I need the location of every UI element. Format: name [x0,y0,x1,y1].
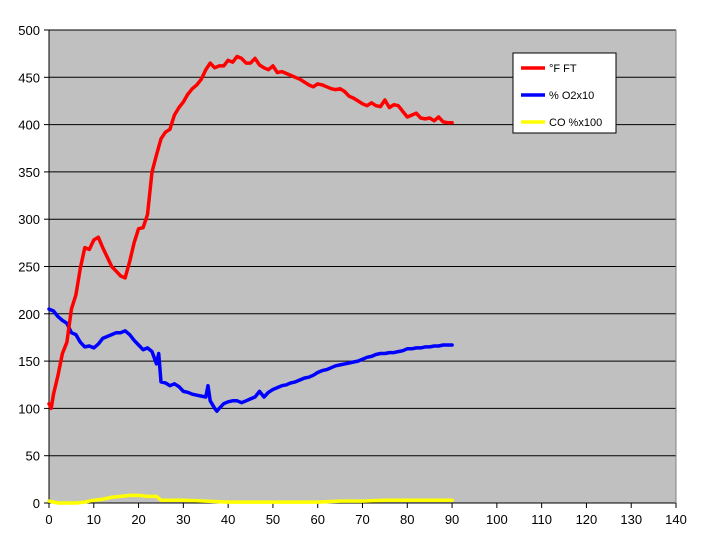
x-tick-label: 130 [620,512,642,527]
y-axis-tick-labels: 0 50 100 150 200 250 300 350 400 450 500 [18,23,40,511]
x-tick-label: 110 [531,512,552,527]
y-tick-label: 50 [26,449,40,464]
series-lines [47,54,454,505]
series-line-0 [47,54,454,411]
series-line-2 [47,493,454,505]
y-tick-label: 0 [33,496,40,511]
x-tick-label: 80 [400,512,414,527]
legend-label: °F FT [549,63,577,75]
x-tick-label: 70 [355,512,369,527]
y-tick-label: 150 [18,354,40,369]
y-tick-label: 350 [18,165,40,180]
x-tick-label: 30 [176,512,190,527]
x-tick-label: 50 [266,512,280,527]
y-tick-label: 100 [18,401,40,416]
legend-label: % O2x10 [549,90,594,102]
y-tick-label: 500 [18,23,40,38]
x-tick-label: 40 [221,512,235,527]
x-tick-label: 100 [486,512,508,527]
y-tick-label: 200 [18,307,40,322]
x-tick-label: 20 [131,512,145,527]
y-tick-label: 300 [18,212,40,227]
x-tick-label: 0 [45,512,52,527]
legend: °F FT % O2x10 CO %x100 [512,52,617,134]
legend-label: CO %x100 [549,117,602,129]
x-tick-label: 60 [310,512,324,527]
x-tick-label: 90 [445,512,459,527]
x-axis-tick-labels: 0 10 20 30 40 50 60 70 80 90 100 110 120 130 140 [45,503,687,527]
x-tick-label: 120 [576,512,598,527]
y-tick-label: 450 [18,70,40,85]
series-line-1 [47,307,454,413]
x-tick-label: 10 [87,512,101,527]
y-tick-label: 400 [18,118,40,133]
x-tick-label: 140 [665,512,687,527]
y-tick-label: 250 [18,260,40,275]
